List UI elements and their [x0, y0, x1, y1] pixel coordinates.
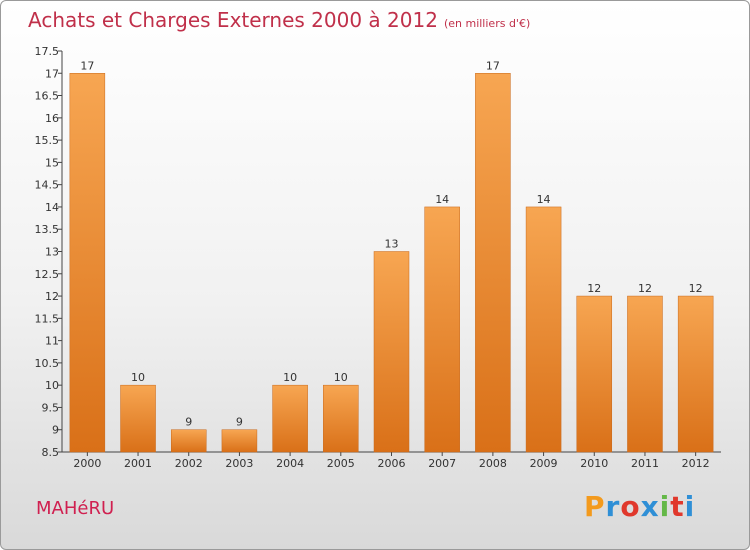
y-tick-label: 13.5 — [35, 223, 60, 236]
bar-value-label: 12 — [587, 282, 601, 295]
y-tick-label: 12.5 — [35, 268, 60, 281]
brand-letter: x — [640, 490, 660, 523]
y-tick-label: 11 — [45, 335, 59, 348]
chart-bars — [69, 73, 714, 453]
x-tick-label: 2008 — [479, 457, 507, 470]
y-tick-label: 10 — [45, 379, 59, 392]
bar — [323, 384, 359, 453]
bar-value-label: 9 — [185, 416, 192, 429]
bar-value-label: 10 — [283, 371, 297, 384]
bar — [525, 206, 562, 453]
bar-value-label: 10 — [131, 371, 145, 384]
bar — [170, 429, 207, 453]
y-tick-label: 14.5 — [35, 179, 60, 192]
x-tick-label: 2010 — [580, 457, 608, 470]
y-tick-label: 16 — [45, 112, 59, 125]
bar-value-label: 12 — [638, 282, 652, 295]
bar — [677, 295, 714, 453]
chart-subtitle: (en milliers d'€) — [443, 17, 531, 30]
y-tick-label: 15 — [45, 156, 59, 169]
x-tick-label: 2000 — [73, 457, 101, 470]
bar-value-label: 9 — [236, 416, 243, 429]
brand-letter: i — [659, 490, 671, 523]
x-tick-label: 2011 — [631, 457, 659, 470]
x-tick-label: 2004 — [276, 457, 304, 470]
x-tick-label: 2003 — [225, 457, 253, 470]
bar — [272, 384, 308, 453]
bar — [576, 295, 613, 453]
x-tick-label: 2001 — [124, 457, 152, 470]
x-tick-label: 2007 — [428, 457, 456, 470]
bar — [373, 251, 410, 453]
y-tick-label: 10.5 — [35, 357, 60, 370]
brand-letter: o — [620, 490, 641, 523]
chart-title-text: Achats et Charges Externes 2000 à 2012 — [28, 8, 438, 32]
brand-logo[interactable]: Proxiti — [584, 490, 695, 523]
y-tick-label: 12 — [45, 290, 59, 303]
chart-labels: 17 10 9 9 10 10 13 14 17 14 12 12 12 — [80, 59, 702, 428]
bar-value-label: 17 — [486, 59, 500, 72]
y-tick-label: 13 — [45, 246, 59, 259]
y-tick-label: 14 — [45, 201, 59, 214]
brand-letter: i — [684, 490, 696, 523]
y-tick-label: 16.5 — [35, 90, 60, 103]
x-tick-label: 2002 — [175, 457, 203, 470]
y-tick-label: 9 — [52, 424, 59, 437]
bar — [221, 429, 258, 453]
brand-letter: P — [584, 490, 606, 523]
chart-axes: 8.5 9 9.5 10 10.5 11 11.5 12 12.5 13 13.5 14 14.5 15 1… — [35, 45, 721, 470]
y-tick-label: 8.5 — [42, 446, 60, 459]
bar — [627, 295, 663, 453]
bar-value-label: 17 — [80, 59, 94, 72]
y-tick-label: 11.5 — [35, 312, 60, 325]
bar-value-label: 13 — [385, 238, 399, 251]
bar — [69, 73, 106, 453]
bar-value-label: 10 — [334, 371, 348, 384]
bar — [424, 206, 460, 453]
bar-value-label: 14 — [537, 193, 551, 206]
brand-letter: r — [605, 490, 621, 523]
brand-letter: t — [670, 490, 685, 523]
x-tick-label: 2006 — [378, 457, 406, 470]
bar-value-label: 12 — [689, 282, 703, 295]
bar — [475, 73, 511, 453]
x-tick-label: 2005 — [327, 457, 355, 470]
y-tick-label: 17.5 — [35, 45, 60, 58]
bar — [120, 384, 156, 453]
x-tick-label: 2012 — [682, 457, 710, 470]
commune-name: MAHéRU — [36, 498, 115, 519]
y-tick-label: 9.5 — [42, 401, 60, 414]
y-tick-label: 15.5 — [35, 134, 60, 147]
chart-title: Achats et Charges Externes 2000 à 2012 (e… — [28, 8, 530, 32]
x-tick-label: 2009 — [530, 457, 558, 470]
bar-value-label: 14 — [435, 193, 449, 206]
y-tick-label: 17 — [45, 67, 59, 80]
